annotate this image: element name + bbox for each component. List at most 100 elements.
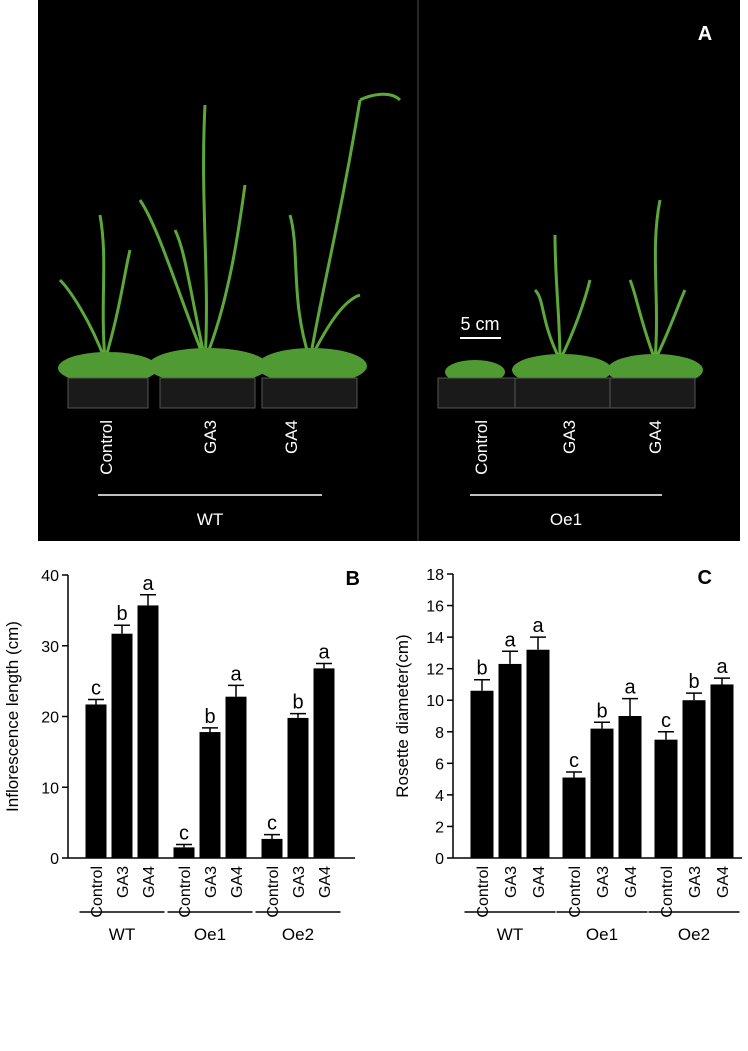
error-bar xyxy=(594,721,610,729)
error-bar xyxy=(228,684,244,697)
significance-letter: b xyxy=(292,692,303,714)
panel-label: A xyxy=(698,23,712,45)
bar xyxy=(498,663,522,858)
bar xyxy=(173,847,195,858)
pots xyxy=(67,377,696,409)
significance-letter: b xyxy=(596,700,607,722)
bar xyxy=(287,717,309,858)
significance-letter: c xyxy=(179,823,189,845)
x-tick-label: Control xyxy=(659,866,676,918)
significance-letter: a xyxy=(624,677,636,699)
panel-label: B xyxy=(346,568,360,590)
y-tick-label: 10 xyxy=(41,780,59,797)
significance-letter: c xyxy=(661,710,671,732)
error-bar xyxy=(714,677,730,685)
bar xyxy=(526,649,550,858)
error-bar xyxy=(88,698,104,705)
error-bar xyxy=(658,731,674,740)
bar xyxy=(111,633,133,858)
x-tick-label: Control xyxy=(177,866,194,918)
significance-letter: b xyxy=(116,603,127,625)
y-tick-label: 14 xyxy=(426,630,444,647)
significance-letter: c xyxy=(569,750,579,772)
significance-letter: a xyxy=(230,663,242,685)
y-tick-label: 2 xyxy=(435,819,444,836)
x-tick-label: GA3 xyxy=(595,866,612,898)
x-tick-label: GA3 xyxy=(687,866,704,898)
significance-letter: b xyxy=(476,658,487,680)
x-tick-label: GA4 xyxy=(229,866,246,898)
significance-letter: a xyxy=(504,629,516,651)
x-tick-label: GA4 xyxy=(623,866,640,898)
y-tick-label: 4 xyxy=(435,788,444,805)
x-tick-label: GA4 xyxy=(141,866,158,898)
error-bar xyxy=(140,594,156,606)
significance-letter: a xyxy=(716,656,728,678)
bar xyxy=(137,605,159,858)
scale-bar-label: 5 cm xyxy=(460,314,499,334)
treatment-label: Control xyxy=(97,420,116,475)
error-bar xyxy=(474,678,490,691)
bar xyxy=(199,732,221,858)
y-tick-label: 18 xyxy=(426,567,444,584)
error-bar xyxy=(202,727,218,733)
x-tick-label: Control xyxy=(475,866,492,918)
error-bar xyxy=(530,636,546,650)
y-tick-label: 10 xyxy=(426,693,444,710)
error-bar xyxy=(502,650,518,664)
group-label: Oe2 xyxy=(282,925,314,944)
group-label: WT xyxy=(497,925,523,944)
y-tick-label: 40 xyxy=(41,568,59,585)
bar xyxy=(313,668,335,858)
x-tick-label: GA3 xyxy=(503,866,520,898)
error-bar xyxy=(686,692,702,701)
treatment-label: Control xyxy=(472,420,491,475)
error-bar xyxy=(176,843,192,848)
group-label: WT xyxy=(197,510,223,529)
bar xyxy=(261,838,283,858)
y-tick-label: 0 xyxy=(50,851,59,868)
significance-letter: a xyxy=(532,615,544,637)
x-tick-label: GA4 xyxy=(531,866,548,898)
y-axis-label: Rosette diameter(cm) xyxy=(393,634,412,797)
significance-letter: a xyxy=(318,641,330,663)
bar xyxy=(654,739,678,858)
significance-letter: a xyxy=(142,573,154,595)
error-bar xyxy=(566,771,582,778)
bar xyxy=(85,704,107,858)
y-tick-label: 6 xyxy=(435,756,444,773)
y-tick-label: 30 xyxy=(41,639,59,656)
treatment-label: GA4 xyxy=(646,420,665,454)
bar xyxy=(682,700,706,858)
y-tick-label: 0 xyxy=(435,851,444,868)
x-tick-label: GA3 xyxy=(291,866,308,898)
bar xyxy=(618,716,642,858)
group-label: Oe2 xyxy=(678,925,710,944)
group-label: WT xyxy=(109,925,135,944)
y-tick-label: 12 xyxy=(426,662,444,679)
x-tick-label: Control xyxy=(265,866,282,918)
bar xyxy=(590,728,614,858)
bar xyxy=(470,690,494,858)
x-tick-label: GA3 xyxy=(115,866,132,898)
y-axis-label: Inflorescence length (cm) xyxy=(3,621,22,812)
group-label: Oe1 xyxy=(586,925,618,944)
significance-letter: c xyxy=(267,813,277,835)
y-tick-label: 20 xyxy=(41,710,59,727)
photo-background xyxy=(38,0,740,541)
treatment-label: GA3 xyxy=(560,420,579,454)
bar xyxy=(710,684,734,858)
error-bar xyxy=(264,833,280,839)
significance-letter: b xyxy=(204,706,215,728)
x-tick-label: Control xyxy=(89,866,106,918)
panel-label: C xyxy=(698,567,712,589)
error-bar xyxy=(114,624,130,634)
bar xyxy=(562,777,586,858)
error-bar xyxy=(290,712,306,718)
x-tick-label: GA3 xyxy=(203,866,220,898)
treatment-label: GA3 xyxy=(201,420,220,454)
significance-letter: c xyxy=(91,678,101,700)
bar xyxy=(225,696,247,858)
